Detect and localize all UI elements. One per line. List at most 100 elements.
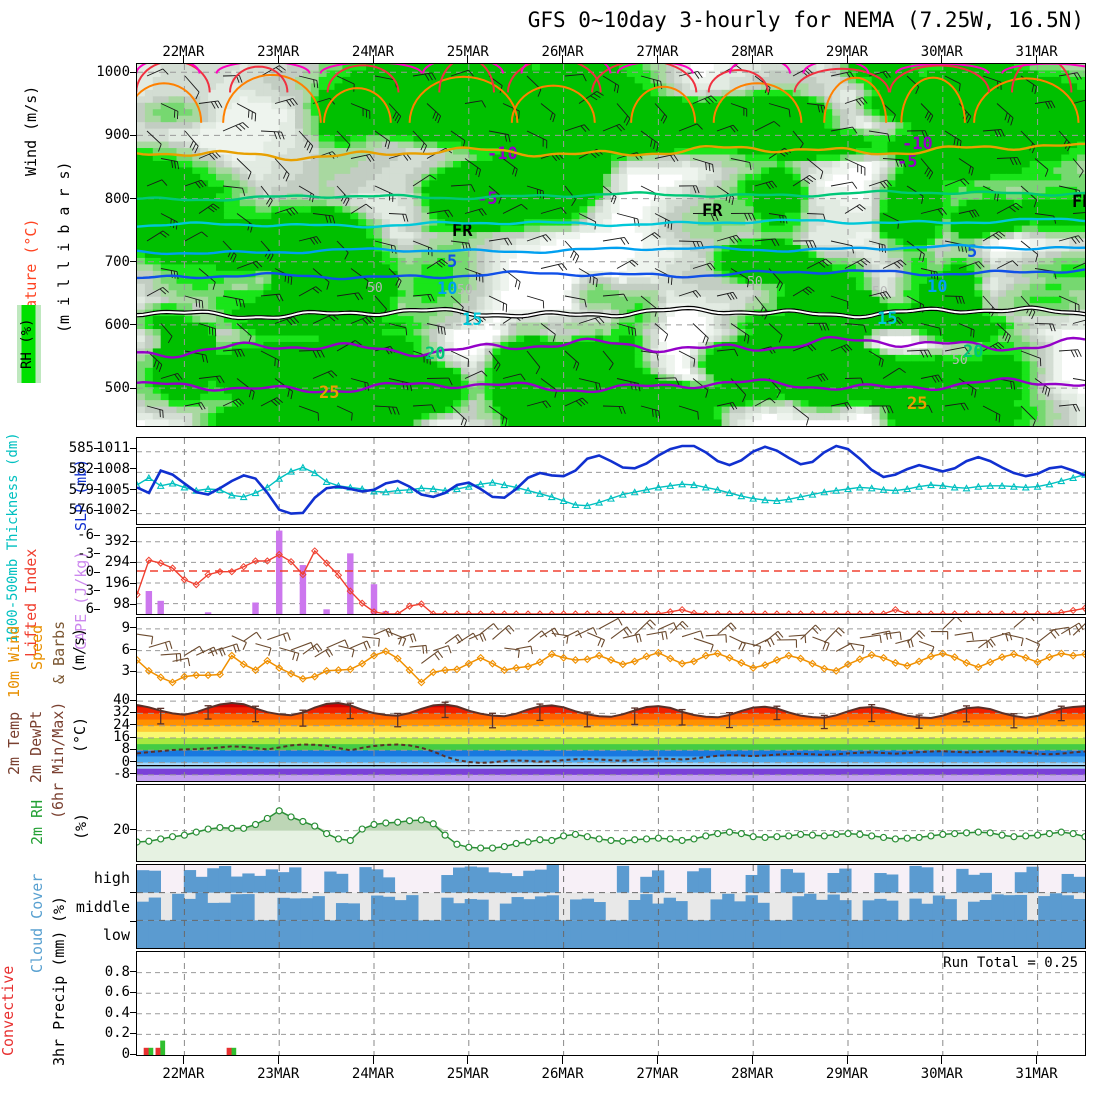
p5ticks--8: -8 <box>113 766 130 782</box>
p6ticks-20: 20 <box>113 822 130 838</box>
day-tick-bottom <box>657 1056 658 1064</box>
panel-upper-air: 5050505050-10-10-5-5FRFRFR55101015152020… <box>136 63 1086 427</box>
tickmark <box>94 609 100 610</box>
p3ticks-392: 392 <box>105 533 130 549</box>
tickmark <box>94 553 100 554</box>
tickmark <box>130 135 136 136</box>
p1ticks-900: 900 <box>105 127 130 143</box>
tickmark <box>130 562 136 563</box>
tickmark <box>130 992 136 993</box>
upper-air-pressure-label: (m i l l i b a r s) <box>55 140 73 355</box>
p3ticks-294: 294 <box>105 554 130 570</box>
rh2m-unit-label: (%) <box>72 805 90 847</box>
tickmark <box>130 72 136 73</box>
day-tick-bottom <box>847 1056 848 1064</box>
day-tick-bottom <box>278 1056 279 1064</box>
tickmark <box>130 829 136 830</box>
day-tick-top <box>941 55 942 63</box>
tickmark <box>94 535 100 536</box>
cloud-row-label-middle: middle <box>76 898 130 916</box>
p3ticks-0: 0 <box>86 564 94 580</box>
p2ticks-582: 582 <box>69 461 94 477</box>
p1ticks-700: 700 <box>105 254 130 270</box>
tickmark <box>94 572 100 573</box>
day-tick-bottom <box>941 1056 942 1064</box>
tickmark <box>130 489 136 490</box>
panel-cape-lifted-index <box>136 527 1086 615</box>
wind10m-barbs-label: & Barbs <box>50 612 68 692</box>
tickmark <box>130 724 136 725</box>
tickmark <box>130 649 136 650</box>
p8ticks-0: 0 <box>122 1046 130 1062</box>
p1ticks-600: 600 <box>105 317 130 333</box>
day-tick-top <box>183 55 184 63</box>
day-tick-bottom <box>562 1056 563 1064</box>
wind10m-unit-label: (m/s) <box>70 620 88 680</box>
panel-2m-rh <box>136 784 1086 862</box>
day-tick-bottom <box>752 1056 753 1064</box>
tickmark <box>130 541 136 542</box>
cloud-row-label-high: high <box>94 869 130 887</box>
p2ticks-579: 579 <box>69 482 94 498</box>
tickmark <box>130 1012 136 1013</box>
upper-air-rh-label: RH (%) <box>19 308 35 380</box>
day-label-bottom-31mar: 31MAR <box>1016 1066 1058 1082</box>
tickmark <box>130 510 136 511</box>
p3ticks-6: 6 <box>86 601 94 617</box>
day-tick-bottom <box>1036 1056 1037 1064</box>
day-tick-top <box>278 55 279 63</box>
wind10m-speed-label: Speed <box>28 612 46 682</box>
tickmark <box>130 448 136 449</box>
p3ticks--3: -3 <box>77 546 94 562</box>
tickmark <box>130 921 136 922</box>
p2ticks-1002: 1002 <box>96 502 130 518</box>
tickmark <box>130 198 136 199</box>
cloud-cover-label: Cloud Cover <box>28 862 46 984</box>
tickmark <box>130 737 136 738</box>
upper-air-wind-label: Wind (m/s) <box>22 68 40 193</box>
day-label-bottom-23mar: 23MAR <box>257 1066 299 1082</box>
page-title: GFS 0~10day 3-hourly for NEMA (7.25W, 16… <box>528 8 1084 32</box>
tickmark <box>130 583 136 584</box>
temp2m-minmax-label: (6hr Min/Max) <box>49 690 67 830</box>
dewpt2m-label: 2m DewPt <box>27 694 45 799</box>
tickmark <box>130 1054 136 1055</box>
day-label-bottom-27mar: 27MAR <box>636 1066 678 1082</box>
day-tick-top <box>562 55 563 63</box>
meteogram-root: GFS 0~10day 3-hourly for NEMA (7.25W, 16… <box>0 0 1100 1100</box>
tickmark <box>130 627 136 628</box>
p4ticks-6: 6 <box>122 642 130 658</box>
tickmark <box>130 324 136 325</box>
tickmark <box>130 604 136 605</box>
day-tick-bottom <box>183 1056 184 1064</box>
tickmark <box>130 468 136 469</box>
tickmark <box>130 261 136 262</box>
panel-10m-wind <box>136 617 1086 695</box>
tickmark <box>130 761 136 762</box>
temp2m-unit-label: (°C) <box>71 705 89 765</box>
cloud-row-label-low: low <box>103 926 130 944</box>
day-tick-top <box>657 55 658 63</box>
tickmark <box>130 700 136 701</box>
p2ticks-1011: 1011 <box>96 440 130 456</box>
tickmark <box>130 971 136 972</box>
precip-unit-label: 3hr Precip (mm) <box>50 948 68 1066</box>
tickmark <box>130 892 136 893</box>
day-label-bottom-24mar: 24MAR <box>352 1066 394 1082</box>
p3ticks-3: 3 <box>86 583 94 599</box>
day-tick-top <box>847 55 848 63</box>
tickmark <box>130 388 136 389</box>
tickmark <box>130 712 136 713</box>
p2ticks-1005: 1005 <box>96 482 130 498</box>
p1ticks-800: 800 <box>105 191 130 207</box>
panel-slp-thickness <box>136 437 1086 525</box>
p8ticks-04: 0.4 <box>105 1005 130 1021</box>
day-tick-bottom <box>467 1056 468 1064</box>
day-tick-top <box>373 55 374 63</box>
day-label-bottom-29mar: 29MAR <box>826 1066 868 1082</box>
p1ticks-500: 500 <box>105 380 130 396</box>
day-label-bottom-28mar: 28MAR <box>731 1066 773 1082</box>
tickmark <box>130 773 136 774</box>
panel-cloud-cover <box>136 864 1086 949</box>
day-label-bottom-25mar: 25MAR <box>447 1066 489 1082</box>
